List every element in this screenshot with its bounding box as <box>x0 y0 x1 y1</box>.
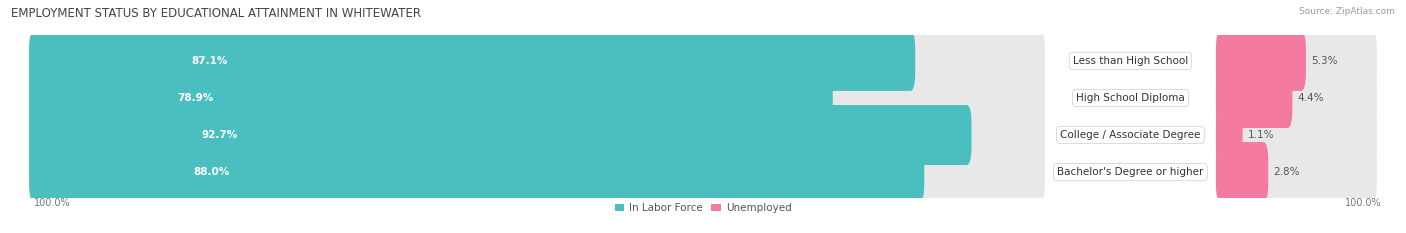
FancyBboxPatch shape <box>30 68 832 128</box>
Text: Bachelor's Degree or higher: Bachelor's Degree or higher <box>1057 167 1204 177</box>
FancyBboxPatch shape <box>30 142 1045 202</box>
FancyBboxPatch shape <box>1216 142 1268 202</box>
FancyBboxPatch shape <box>1216 68 1376 128</box>
Text: 5.3%: 5.3% <box>1310 56 1337 66</box>
FancyBboxPatch shape <box>1216 142 1376 202</box>
Text: 2.8%: 2.8% <box>1274 167 1299 177</box>
Text: Source: ZipAtlas.com: Source: ZipAtlas.com <box>1299 7 1395 16</box>
FancyBboxPatch shape <box>30 105 972 165</box>
Text: 4.4%: 4.4% <box>1298 93 1324 103</box>
Text: 1.1%: 1.1% <box>1247 130 1274 140</box>
FancyBboxPatch shape <box>1216 31 1376 91</box>
FancyBboxPatch shape <box>1216 31 1306 91</box>
FancyBboxPatch shape <box>30 105 1045 165</box>
FancyBboxPatch shape <box>1216 105 1376 165</box>
Text: 100.0%: 100.0% <box>1346 198 1382 208</box>
FancyBboxPatch shape <box>30 31 1045 91</box>
Text: 88.0%: 88.0% <box>194 167 229 177</box>
Text: Less than High School: Less than High School <box>1073 56 1188 66</box>
Text: High School Diploma: High School Diploma <box>1076 93 1185 103</box>
Text: 78.9%: 78.9% <box>177 93 214 103</box>
FancyBboxPatch shape <box>1216 68 1292 128</box>
FancyBboxPatch shape <box>30 68 1045 128</box>
Text: 92.7%: 92.7% <box>202 130 238 140</box>
Text: College / Associate Degree: College / Associate Degree <box>1060 130 1201 140</box>
FancyBboxPatch shape <box>30 142 924 202</box>
FancyBboxPatch shape <box>30 31 915 91</box>
FancyBboxPatch shape <box>1216 105 1243 165</box>
Text: 87.1%: 87.1% <box>191 56 228 66</box>
Text: 100.0%: 100.0% <box>34 198 70 208</box>
Text: EMPLOYMENT STATUS BY EDUCATIONAL ATTAINMENT IN WHITEWATER: EMPLOYMENT STATUS BY EDUCATIONAL ATTAINM… <box>11 7 422 20</box>
Legend: In Labor Force, Unemployed: In Labor Force, Unemployed <box>610 199 796 217</box>
